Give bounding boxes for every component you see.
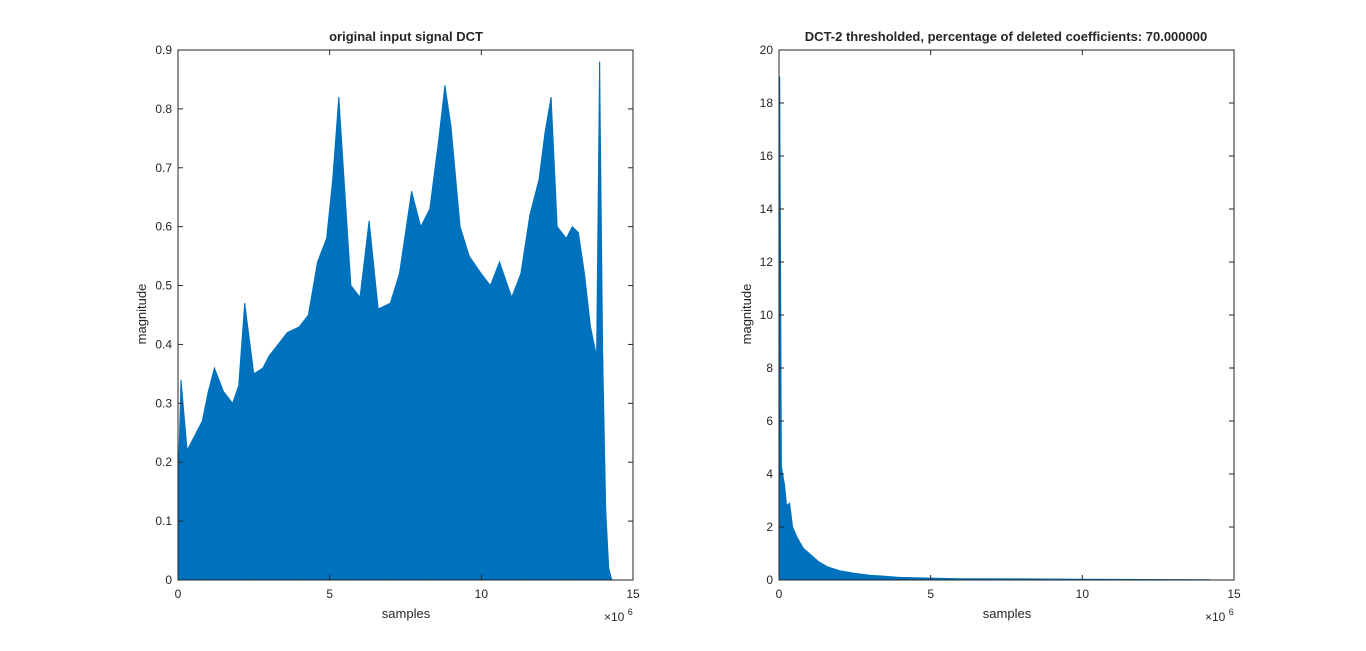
right-chart: DCT-2 thresholded, percentage of deleted…: [739, 29, 1241, 624]
right-series-area: [778, 76, 1211, 581]
left-x-axis-label: samples: [382, 606, 431, 621]
left-y-tick-label: 0.2: [155, 455, 172, 469]
left-y-tick-label: 0.9: [155, 43, 172, 57]
left-x-exponent-base: ×10: [604, 610, 625, 624]
right-y-tick-label: 14: [760, 202, 774, 216]
right-x-tick-label: 15: [1227, 587, 1241, 601]
left-y-tick-label: 0.4: [155, 337, 172, 351]
right-chart-title: DCT-2 thresholded, percentage of deleted…: [805, 29, 1207, 44]
right-y-tick-label: 18: [760, 96, 774, 110]
right-y-tick-label: 4: [766, 467, 773, 481]
right-y-tick-label: 8: [766, 361, 773, 375]
left-x-tick-label: 10: [475, 587, 489, 601]
left-chart-title: original input signal DCT: [329, 29, 483, 44]
right-y-tick-label: 12: [760, 255, 774, 269]
left-y-tick-label: 0.7: [155, 161, 172, 175]
right-y-tick-label: 10: [760, 308, 774, 322]
left-chart: original input signal DCT samples magnit…: [134, 29, 640, 624]
right-x-exponent-power: 6: [1229, 607, 1234, 617]
right-y-tick-label: 2: [766, 520, 773, 534]
right-x-exponent-base: ×10: [1205, 610, 1226, 624]
right-x-tick-label: 0: [776, 587, 783, 601]
right-x-tick-label: 10: [1076, 587, 1090, 601]
left-series-area: [177, 61, 613, 581]
left-x-tick-label: 0: [175, 587, 182, 601]
right-y-tick-label: 20: [760, 43, 774, 57]
left-y-tick-label: 0.8: [155, 102, 172, 116]
left-y-tick-label: 0.3: [155, 396, 172, 410]
right-x-exponent-label: ×10 6: [1205, 607, 1234, 624]
right-x-tick-label: 5: [927, 587, 934, 601]
right-y-tick-label: 0: [766, 573, 773, 587]
right-y-tick-label: 16: [760, 149, 774, 163]
left-x-tick-label: 5: [326, 587, 333, 601]
left-y-tick-label: 0.1: [155, 514, 172, 528]
left-axes-box: [177, 49, 634, 581]
left-y-axis-label: magnitude: [134, 284, 149, 345]
left-y-tick-label: 0: [165, 573, 172, 587]
left-x-exponent-power: 6: [628, 607, 633, 617]
left-x-tick-label: 15: [626, 587, 640, 601]
left-x-exponent-label: ×10 6: [604, 607, 633, 624]
left-y-tick-label: 0.5: [155, 279, 172, 293]
right-y-tick-label: 6: [766, 414, 773, 428]
right-y-axis-label: magnitude: [739, 284, 754, 345]
right-x-axis-label: samples: [983, 606, 1032, 621]
left-y-tick-label: 0.6: [155, 220, 172, 234]
